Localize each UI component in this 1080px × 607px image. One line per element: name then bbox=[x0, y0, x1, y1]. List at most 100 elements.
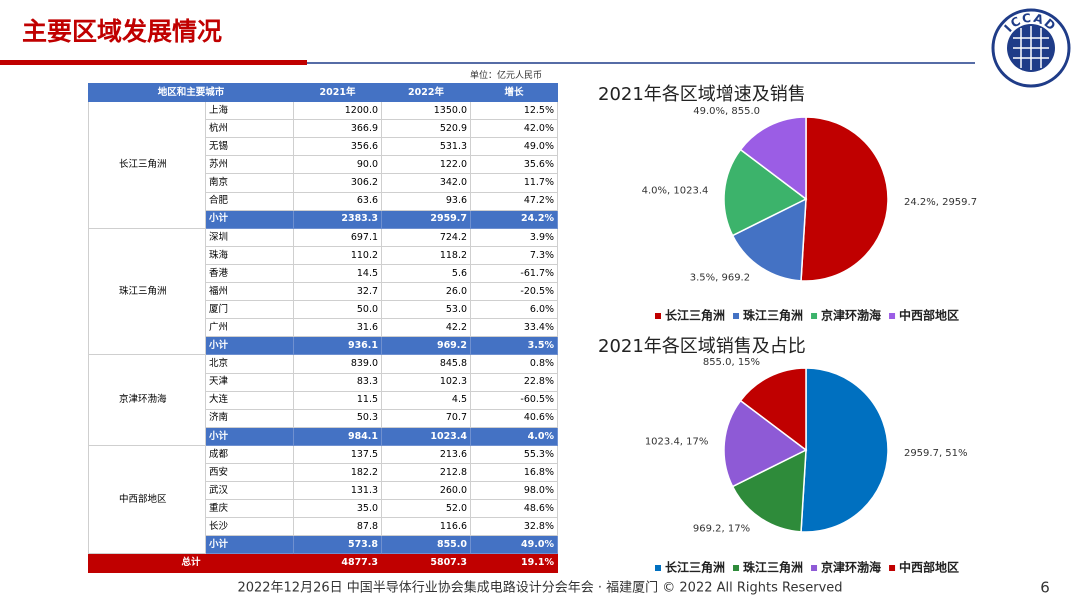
subtotal-label: 小计 bbox=[204, 336, 295, 356]
city-label: 重庆 bbox=[204, 499, 295, 519]
legend-swatch bbox=[655, 565, 661, 571]
city-label: 武汉 bbox=[204, 481, 295, 501]
number-cell: 3.9% bbox=[470, 227, 559, 247]
slide-title: 主要区域发展情况 bbox=[22, 17, 222, 46]
number-cell: 35.0 bbox=[293, 499, 383, 519]
total-row: 总计 4877.3 5807.3 19.1% bbox=[87, 553, 559, 573]
data-row: 合肥 63.6 93.6 47.2% bbox=[89, 191, 559, 211]
subtotal-value: 4.0% bbox=[470, 426, 559, 446]
legend-swatch bbox=[889, 313, 896, 319]
region-label: 京津环渤海 bbox=[88, 354, 206, 446]
number-cell: 32.8% bbox=[470, 517, 559, 537]
city-label: 无锡 bbox=[204, 137, 295, 157]
subtotal-value: 3.5% bbox=[470, 336, 559, 356]
data-row: 重庆 35.0 52.0 48.6% bbox=[89, 499, 559, 519]
number-cell: 6.0% bbox=[470, 300, 559, 320]
pie-slice bbox=[739, 367, 807, 452]
number-cell: 42.0% bbox=[470, 119, 559, 139]
city-label: 大连 bbox=[204, 390, 295, 410]
total-value: 5807.3 bbox=[381, 553, 472, 573]
data-row: 珠江三角洲 深圳 697.1 724.2 3.9% bbox=[88, 227, 559, 356]
number-cell: 839.0 bbox=[293, 354, 383, 374]
number-cell: 1200.0 bbox=[293, 101, 383, 121]
data-row: 福州 32.7 26.0 -20.5% bbox=[89, 282, 559, 302]
data-row: 杭州 366.9 520.9 42.0% bbox=[89, 119, 559, 139]
slice-label: 2959.7, 51% bbox=[904, 448, 968, 459]
region-label: 长江三角洲 bbox=[88, 101, 206, 229]
city-label: 厦门 bbox=[204, 300, 295, 320]
number-cell: 93.6 bbox=[381, 191, 472, 211]
city-label: 成都 bbox=[204, 444, 295, 464]
subtotal-value: 1023.4 bbox=[381, 426, 472, 446]
number-cell: 35.6% bbox=[470, 155, 559, 175]
legend-swatch bbox=[733, 313, 740, 319]
number-cell: 49.0% bbox=[470, 137, 559, 157]
legend-swatch bbox=[655, 313, 661, 319]
number-cell: 342.0 bbox=[381, 173, 472, 193]
pie-slice bbox=[731, 448, 807, 533]
subtotal-value: 984.1 bbox=[293, 426, 383, 446]
number-cell: 306.2 bbox=[293, 173, 383, 193]
data-row: 香港 14.5 5.6 -61.7% bbox=[89, 263, 559, 284]
number-cell: 213.6 bbox=[381, 444, 472, 464]
number-cell: 531.3 bbox=[381, 137, 472, 157]
city-label: 深圳 bbox=[204, 227, 295, 247]
number-cell: 118.2 bbox=[381, 245, 472, 265]
subtotal-value: 49.0% bbox=[470, 535, 559, 555]
number-cell: 32.7 bbox=[293, 282, 383, 302]
city-label: 天津 bbox=[204, 372, 295, 392]
city-label: 杭州 bbox=[204, 119, 295, 139]
slice-label: 969.2, 17% bbox=[693, 523, 750, 534]
pie-slice bbox=[731, 197, 807, 282]
data-row: 厦门 50.0 53.0 6.0% bbox=[89, 300, 559, 320]
number-cell: 26.0 bbox=[381, 282, 472, 302]
pie-slice bbox=[800, 367, 889, 533]
legend-label: 长江三角洲 bbox=[665, 560, 725, 575]
number-cell: 33.4% bbox=[470, 318, 559, 338]
city-label: 济南 bbox=[204, 408, 295, 428]
city-label: 香港 bbox=[204, 263, 295, 284]
number-cell: 48.6% bbox=[470, 499, 559, 519]
slice-label: 49.0%, 855.0 bbox=[693, 106, 760, 117]
legend-label: 中西部地区 bbox=[899, 308, 959, 323]
number-cell: 122.0 bbox=[381, 155, 472, 175]
region-label: 珠江三角洲 bbox=[88, 227, 206, 356]
data-row: 南京 306.2 342.0 11.7% bbox=[89, 173, 559, 193]
data-row: 苏州 90.0 122.0 35.6% bbox=[89, 155, 559, 175]
slice-label: 24.2%, 2959.7 bbox=[904, 197, 977, 208]
legend-label: 中西部地区 bbox=[899, 560, 959, 575]
city-label: 西安 bbox=[204, 462, 295, 483]
number-cell: 70.7 bbox=[381, 408, 472, 428]
number-cell: -61.7% bbox=[470, 263, 559, 284]
city-label: 广州 bbox=[204, 318, 295, 338]
number-cell: 55.3% bbox=[470, 444, 559, 464]
logo: ICCAD bbox=[991, 8, 1071, 88]
data-row: 武汉 131.3 260.0 98.0% bbox=[89, 481, 559, 501]
number-cell: 90.0 bbox=[293, 155, 383, 175]
legend-swatch bbox=[889, 565, 896, 571]
number-cell: 42.2 bbox=[381, 318, 472, 338]
number-cell: 12.5% bbox=[470, 101, 559, 121]
number-cell: 212.8 bbox=[381, 462, 472, 483]
city-label: 南京 bbox=[204, 173, 295, 193]
total-value: 4877.3 bbox=[293, 553, 383, 573]
number-cell: 0.8% bbox=[470, 354, 559, 374]
number-cell: 845.8 bbox=[381, 354, 472, 374]
pie-slice bbox=[800, 116, 889, 282]
data-row: 长江三角洲 上海 1200.0 1350.0 12.5% bbox=[88, 101, 559, 229]
number-cell: 40.6% bbox=[470, 408, 559, 428]
subtotal-row: 小计 984.1 1023.4 4.0% bbox=[89, 426, 559, 446]
number-cell: 110.2 bbox=[293, 245, 383, 265]
data-row: 中西部地区 成都 137.5 213.6 55.3% bbox=[88, 444, 559, 555]
data-row: 济南 50.3 70.7 40.6% bbox=[89, 408, 559, 428]
number-cell: 520.9 bbox=[381, 119, 472, 139]
number-cell: 63.6 bbox=[293, 191, 383, 211]
number-cell: 131.3 bbox=[293, 481, 383, 501]
number-cell: 102.3 bbox=[381, 372, 472, 392]
number-cell: -20.5% bbox=[470, 282, 559, 302]
number-cell: 182.2 bbox=[293, 462, 383, 483]
slice-label: 1023.4, 17% bbox=[645, 436, 709, 447]
number-cell: 5.6 bbox=[381, 263, 472, 284]
column-header: 2021年 bbox=[293, 82, 383, 103]
